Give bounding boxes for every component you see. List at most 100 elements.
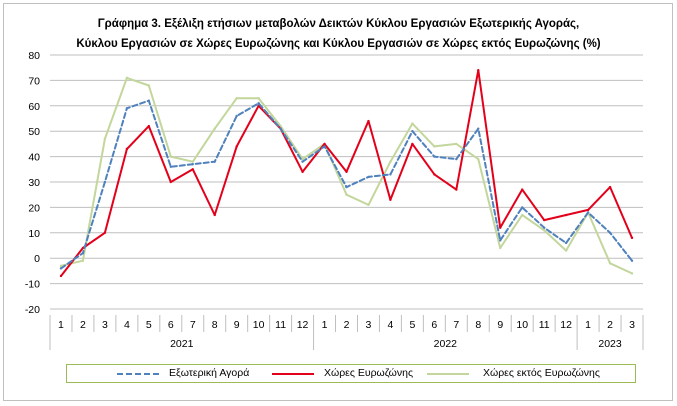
x-tick-label: 1 bbox=[322, 319, 328, 331]
data-point-series-3 bbox=[433, 145, 436, 148]
data-point-series-1 bbox=[59, 267, 63, 270]
data-point-series-3 bbox=[125, 76, 129, 80]
x-tick-label: 10 bbox=[253, 319, 265, 331]
legend-label-series-1: Εξωτερική Αγορά bbox=[169, 367, 250, 379]
x-tick-label: 6 bbox=[431, 319, 437, 331]
data-point-series-1 bbox=[499, 239, 502, 242]
data-point-series-2 bbox=[59, 274, 63, 278]
data-point-series-2 bbox=[323, 142, 326, 146]
data-point-series-3 bbox=[235, 96, 238, 100]
data-point-series-3 bbox=[147, 84, 151, 87]
data-point-series-3 bbox=[257, 96, 260, 100]
x-tick-label: 2 bbox=[80, 319, 86, 331]
data-point-series-2 bbox=[586, 208, 590, 212]
x-tick-label: 10 bbox=[516, 319, 528, 331]
data-point-series-2 bbox=[81, 246, 85, 250]
chart-title-line1: Γράφημα 3. Εξέλιξη ετήσιων μεταβολών Δει… bbox=[97, 18, 580, 30]
x-tick-label: 9 bbox=[497, 319, 503, 331]
x-year-label: 2022 bbox=[434, 338, 458, 350]
data-point-series-3 bbox=[564, 249, 568, 252]
y-tick-label: -20 bbox=[25, 304, 40, 316]
data-point-series-3 bbox=[213, 127, 216, 130]
y-tick-label: 80 bbox=[28, 50, 40, 62]
x-tick-label: 9 bbox=[234, 319, 240, 331]
data-point-series-3 bbox=[411, 122, 414, 125]
data-point-series-2 bbox=[499, 226, 502, 229]
data-point-series-2 bbox=[477, 69, 480, 72]
data-point-series-2 bbox=[521, 188, 524, 191]
y-tick-label: 10 bbox=[28, 228, 40, 240]
data-point-series-1 bbox=[323, 145, 326, 148]
data-point-series-3 bbox=[367, 203, 370, 207]
series-line-1 bbox=[60, 99, 633, 270]
x-year-label: 2021 bbox=[170, 338, 194, 350]
data-point-series-2 bbox=[147, 124, 151, 128]
legend-label-series-2: Χώρες Ευρωζώνης bbox=[324, 367, 414, 379]
data-point-series-2 bbox=[213, 213, 216, 217]
x-tick-label: 4 bbox=[388, 319, 394, 331]
x-tick-label: 3 bbox=[629, 319, 635, 331]
data-point-series-3 bbox=[630, 272, 634, 275]
data-point-series-1 bbox=[125, 107, 129, 110]
chart-frame bbox=[3, 3, 673, 401]
x-tick-label: 6 bbox=[168, 319, 174, 331]
data-point-series-2 bbox=[389, 198, 392, 201]
data-point-series-2 bbox=[564, 213, 568, 217]
x-tick-label: 7 bbox=[190, 319, 196, 331]
data-point-series-1 bbox=[367, 175, 370, 179]
data-point-series-1 bbox=[103, 180, 107, 184]
x-tick-label: 8 bbox=[475, 319, 481, 331]
data-point-series-2 bbox=[103, 231, 107, 234]
data-point-series-1 bbox=[213, 160, 216, 163]
legend-swatch-series-2 bbox=[272, 373, 314, 375]
data-point-series-3 bbox=[477, 157, 480, 161]
data-point-series-2 bbox=[630, 236, 634, 240]
data-point-series-1 bbox=[257, 102, 260, 105]
data-point-series-1 bbox=[169, 165, 172, 168]
data-point-series-3 bbox=[169, 155, 172, 158]
legend-swatch-series-1 bbox=[117, 373, 159, 375]
legend-label-series-3: Χώρες εκτός Ευρωζώνης bbox=[483, 367, 600, 379]
data-point-series-1 bbox=[81, 251, 85, 255]
data-point-series-2 bbox=[608, 185, 612, 189]
chart-title: Γράφημα 3. Εξέλιξη ετήσιων μεταβολών Δει… bbox=[0, 14, 677, 54]
data-point-series-3 bbox=[301, 157, 304, 161]
data-point-series-1 bbox=[279, 127, 282, 130]
data-point-series-1 bbox=[630, 259, 634, 262]
data-point-series-2 bbox=[169, 180, 172, 184]
data-point-series-1 bbox=[411, 130, 414, 133]
legend-swatch-series-3 bbox=[427, 373, 469, 375]
y-tick-label: 50 bbox=[28, 126, 40, 138]
x-tick-label: 11 bbox=[539, 319, 550, 331]
data-point-series-2 bbox=[433, 173, 436, 176]
x-tick-label: 3 bbox=[366, 319, 372, 331]
series-line-3 bbox=[60, 76, 633, 275]
chart-legend: Εξωτερική Αγορά Χώρες Ευρωζώνης Χώρες εκ… bbox=[66, 364, 636, 383]
data-point-series-3 bbox=[103, 137, 107, 141]
y-tick-label: 40 bbox=[28, 152, 40, 164]
chart-title-line2: Κύκλου Εργασιών σε Χώρες Ευρωζώνης και Κ… bbox=[76, 38, 601, 50]
x-tick-label: 12 bbox=[560, 319, 572, 331]
x-tick-label: 7 bbox=[453, 319, 459, 331]
data-point-series-1 bbox=[191, 163, 194, 166]
x-tick-label: 4 bbox=[124, 319, 130, 331]
y-tick-label: 20 bbox=[28, 202, 40, 214]
data-point-series-2 bbox=[542, 218, 546, 222]
x-tick-label: 3 bbox=[102, 319, 108, 331]
y-tick-label: 60 bbox=[28, 101, 40, 113]
data-point-series-2 bbox=[411, 142, 414, 146]
data-point-series-3 bbox=[455, 142, 458, 146]
data-point-series-1 bbox=[564, 241, 568, 245]
x-tick-label: 2 bbox=[344, 319, 350, 331]
data-point-series-3 bbox=[59, 264, 63, 268]
x-tick-label: 5 bbox=[146, 319, 152, 331]
y-tick-label: 70 bbox=[28, 75, 40, 87]
x-tick-label: 8 bbox=[212, 319, 218, 331]
data-point-series-1 bbox=[542, 226, 546, 229]
y-tick-label: 0 bbox=[34, 253, 40, 265]
data-point-series-1 bbox=[477, 127, 480, 130]
data-point-series-1 bbox=[301, 160, 304, 163]
data-point-series-1 bbox=[389, 173, 392, 176]
data-point-series-1 bbox=[521, 206, 524, 209]
